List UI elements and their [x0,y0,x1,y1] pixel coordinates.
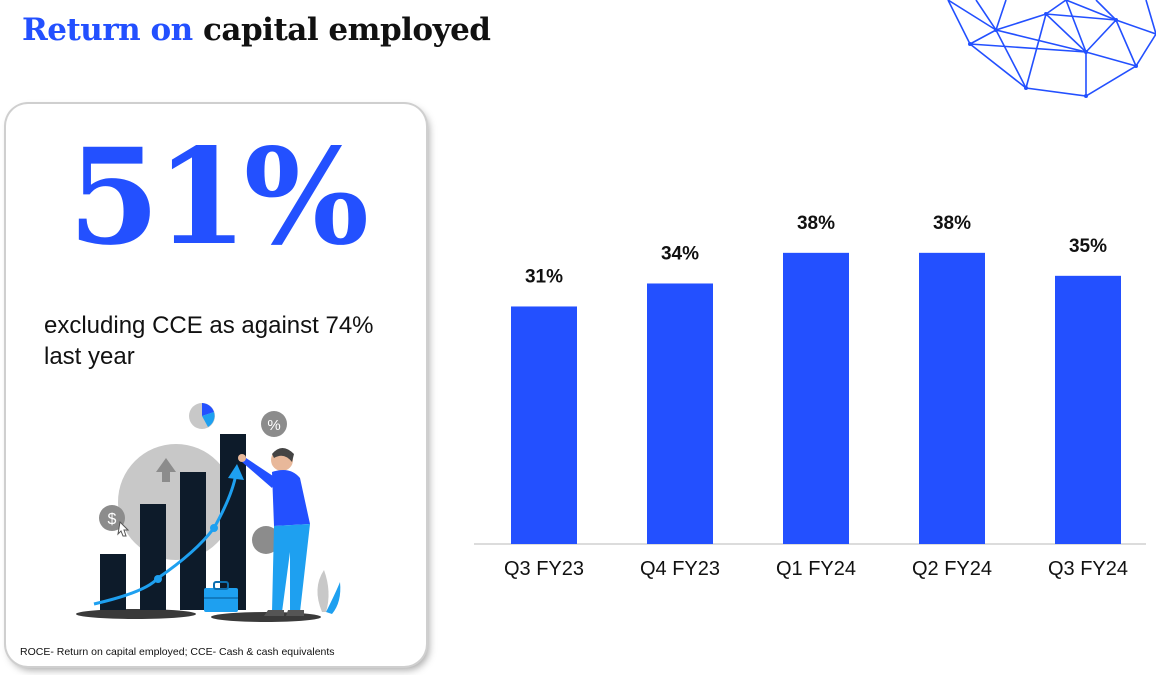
roce-caption: excluding CCE as against 74% last year [44,312,374,370]
bar-q4-fy23 [647,283,713,544]
svg-text:%: % [267,417,280,434]
roce-big-value: 51% [68,120,369,275]
tick-label-q2-fy24: Q2 FY24 [912,558,992,580]
data-label-q2-fy24: 38% [933,213,971,234]
roce-bar-chart: 31% Q3 FY23 34% Q4 FY23 38% Q1 FY24 38% Q2 FY24… [474,213,1146,580]
briefcase-icon [204,581,238,612]
title-accent: Return on [22,12,193,48]
data-label-q3-fy23: 31% [525,266,563,287]
tick-label-q4-fy23: Q4 FY23 [640,558,720,580]
arrow-up-icon [156,458,176,482]
footnote: ROCE- Return on capital employed; CCE- C… [20,646,335,658]
data-label-q1-fy24: 38% [797,213,835,234]
background-circle [118,444,234,560]
illus-bar-4 [220,434,246,610]
dollar-icon: $ [99,505,130,537]
plant-icon [317,570,341,614]
bar-q1-fy24 [783,252,849,544]
growth-arrow-icon [228,464,244,480]
tick-label-q3-fy23: Q3 FY23 [504,558,584,580]
data-label-q3-fy24: 35% [1069,236,1107,257]
person-icon [238,448,310,616]
bar-q3-fy24 [1055,275,1121,544]
growth-illustration: $ % [76,403,341,622]
tick-label-q3-fy24: Q3 FY24 [1048,558,1128,580]
data-label-q4-fy23: 34% [661,243,699,264]
title-rest: capital employed [203,12,491,48]
tick-label-q1-fy24: Q1 FY24 [776,558,856,580]
wireframe-globe-icon [947,0,1156,98]
background-circle-small [252,526,280,554]
pie-chart-icon [189,403,215,429]
bar-q2-fy24 [919,252,985,544]
illus-bar-2 [140,504,166,610]
floor-shadow [76,609,196,619]
roce-highlight-card: 51% excluding CCE as against 74% last ye… [6,104,426,666]
percent-icon: % [261,411,287,437]
svg-text:$: $ [108,511,117,528]
page-title: Return on capital employed [22,12,491,48]
bar-q3-fy23 [511,306,577,544]
growth-curve [93,473,238,606]
